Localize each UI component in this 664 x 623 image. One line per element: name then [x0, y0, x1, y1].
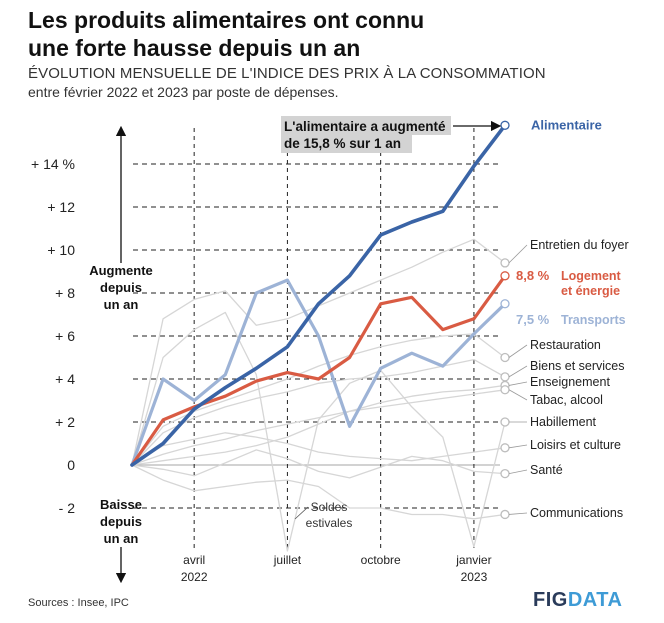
x-tick-label: juillet — [273, 553, 302, 567]
series-label-transports: Transports — [561, 313, 626, 327]
y-tick-label: + 8 — [55, 285, 75, 301]
y-tick-label: + 6 — [55, 328, 75, 344]
series-line-restauration — [131, 333, 506, 466]
source-note: Sources : Insee, IPC — [28, 597, 129, 609]
series-label-restauration: Restauration — [530, 338, 601, 352]
x-tick-label: avril — [183, 553, 205, 567]
series-label-sante: Santé — [530, 463, 563, 477]
y-tick-label: + 2 — [55, 414, 75, 430]
x-tick-year: 2022 — [181, 570, 208, 584]
y-tick-label: + 14 % — [31, 156, 75, 172]
series-leader-tabac-alcool — [508, 389, 528, 401]
series-leader-entretien-du-foyer — [508, 244, 528, 264]
series-leader-loisirs-et-culture — [508, 444, 528, 449]
series-endpoint-logement-et-energie — [500, 271, 510, 281]
callout-box-line1 — [281, 116, 451, 135]
chart-title-line2: une forte hausse depuis un an — [28, 35, 361, 61]
series-value-logement: 8,8 % — [516, 268, 550, 283]
soldes-label-line2: estivales — [306, 516, 353, 530]
series-endpoint-entretien-du-foyer — [500, 258, 510, 268]
series-line-communications — [131, 464, 506, 520]
series-label-entretien-du-foyer: Entretien du foyer — [530, 238, 629, 252]
series-label-communications: Communications — [530, 506, 623, 520]
series-label-tabac-alcool: Tabac, alcool — [530, 393, 603, 407]
callout-box-line2 — [281, 135, 412, 153]
series-line-sante — [131, 449, 506, 479]
series-line-transports — [130, 278, 507, 467]
up-label-line1: Augmente — [89, 263, 153, 278]
series-label-alimentaire: Alimentaire — [531, 117, 602, 132]
series-endpoint-restauration — [500, 352, 510, 363]
y-tick-label: + 12 — [47, 199, 75, 215]
soldes-leader — [294, 506, 309, 520]
up-label-line3: un an — [104, 297, 139, 312]
series-label-logement-line1: Logement — [561, 269, 622, 283]
series-label-biens-et-services: Biens et services — [530, 359, 624, 373]
series-endpoint-sante — [500, 468, 510, 479]
figdata-logo: FIGDATA — [533, 589, 623, 611]
series-line-loisirs-et-culture — [131, 432, 506, 466]
chart-subtitle-detail: entre février 2022 et 2023 par poste de … — [28, 84, 339, 100]
chart-overlay: Augmente depuis un an Baisse depuis un a… — [89, 116, 502, 584]
series-line-habillement — [131, 311, 506, 552]
series-endpoint-transports — [500, 299, 510, 309]
series-endpoint-loisirs-et-culture — [500, 443, 510, 453]
series-endpoint-habillement — [500, 417, 510, 427]
y-tick-label: + 10 — [47, 242, 75, 258]
gridlines: - 2 0 + 2 + 4 + 6 + 8 + 10 + 12 + 14 % avril 2022 j… — [31, 128, 500, 584]
y-tick-label: 0 — [67, 457, 75, 473]
series-line-enseignement — [131, 384, 506, 466]
series-leader-communications — [508, 512, 528, 515]
chart-title-line1: Les produits alimentaires ont connu — [28, 7, 425, 33]
series-label-habillement: Habillement — [530, 415, 597, 429]
series-lines — [130, 120, 510, 552]
series-line-alimentaire — [130, 123, 507, 467]
x-tick-label: janvier — [455, 553, 491, 567]
series-leader-biens-et-services — [508, 365, 528, 378]
series-line-entretien-du-foyer — [131, 238, 506, 466]
series-value-transports: 7,5 % — [516, 312, 550, 327]
series-leader-sante — [508, 469, 528, 474]
y-tick-label: + 4 — [55, 371, 75, 387]
soldes-label-line1: Soldes — [311, 500, 348, 514]
series-label-enseignement: Enseignement — [530, 375, 610, 389]
series-leader-restauration — [508, 344, 528, 358]
down-label-line3: un an — [104, 531, 139, 546]
x-tick-year: 2023 — [461, 570, 488, 584]
down-label-line1: Baisse — [100, 497, 142, 512]
series-leader-enseignement — [508, 381, 528, 386]
series-line-logement-et-energie — [130, 274, 507, 467]
series-endpoint-biens-et-services — [500, 372, 510, 382]
series-line-tabac-alcool — [131, 389, 506, 466]
x-tick-label: octobre — [361, 553, 401, 567]
chart-title: Les produits alimentaires ont connu une … — [28, 6, 628, 62]
down-label-line2: depuis — [100, 514, 142, 529]
series-line-biens-et-services — [131, 358, 506, 466]
series-endpoint-alimentaire — [500, 120, 510, 130]
callout-line2: de 15,8 % sur 1 an — [284, 136, 401, 151]
chart-subtitle: ÉVOLUTION MENSUELLE DE L'INDICE DES PRIX… — [28, 65, 546, 82]
series-label-loisirs-et-culture: Loisirs et culture — [530, 438, 621, 452]
series-label-logement-line2: et énergie — [561, 284, 620, 298]
callout-line1: L'alimentaire a augmenté — [284, 119, 446, 134]
series-endpoint-tabac-alcool — [500, 385, 510, 395]
up-label-line2: depuis — [100, 280, 142, 295]
series-endpoint-communications — [500, 509, 510, 520]
y-tick-label: - 2 — [59, 500, 76, 516]
